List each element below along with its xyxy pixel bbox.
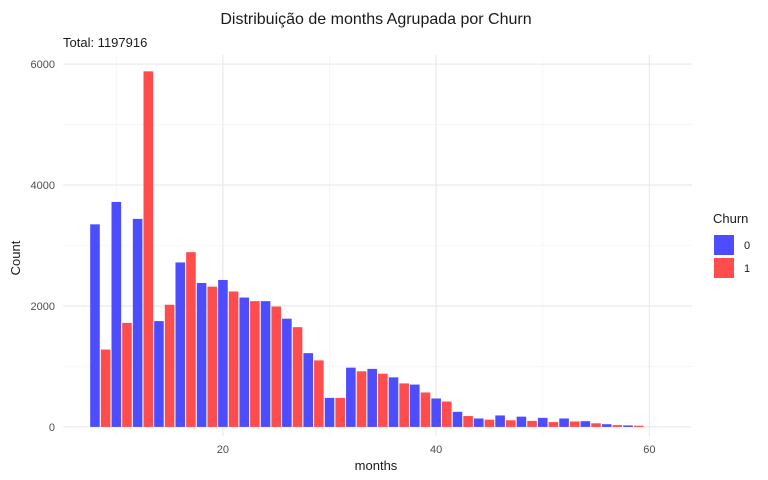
bar-churn-1 xyxy=(271,306,282,427)
bar-churn-1 xyxy=(207,286,218,427)
bar-churn-0 xyxy=(132,218,143,427)
y-axis-title: Count xyxy=(8,240,23,275)
bar-churn-0 xyxy=(431,398,441,427)
bar-churn-1 xyxy=(143,71,154,427)
bar-churn-1 xyxy=(292,327,303,427)
bar-churn-0 xyxy=(516,416,527,427)
bar-churn-1 xyxy=(122,322,132,427)
bar-churn-1 xyxy=(378,373,388,427)
bar-churn-0 xyxy=(175,262,186,427)
bar-churn-1 xyxy=(164,304,175,427)
bar-churn-0 xyxy=(260,301,271,427)
chart-title: Distribuição de months Agrupada por Chur… xyxy=(220,11,531,28)
bar-churn-0 xyxy=(559,418,569,427)
bar-churn-1 xyxy=(356,371,367,427)
x-tick-label: 20 xyxy=(217,444,229,456)
bar-churn-1 xyxy=(399,383,409,427)
y-tick-label: 6000 xyxy=(31,59,55,71)
bar-churn-1 xyxy=(250,301,260,427)
bar-churn-1 xyxy=(441,401,452,427)
bar-churn-1 xyxy=(527,420,537,427)
bar-churn-0 xyxy=(367,368,377,427)
bar-churn-1 xyxy=(569,421,580,427)
bar-churn-1 xyxy=(335,397,345,427)
bar-churn-0 xyxy=(580,421,591,427)
bar-churn-1 xyxy=(186,252,196,427)
bar-churn-0 xyxy=(239,297,250,427)
legend-swatch-0 xyxy=(714,235,734,255)
bar-churn-0 xyxy=(218,279,228,427)
bar-churn-0 xyxy=(410,384,420,427)
bar-churn-0 xyxy=(537,417,548,427)
bar-churn-1 xyxy=(548,422,559,427)
bar-churn-0 xyxy=(90,224,100,427)
bar-churn-0 xyxy=(346,367,356,427)
bar-churn-0 xyxy=(282,318,292,427)
bar-churn-1 xyxy=(633,425,644,427)
legend-swatch-1 xyxy=(714,258,734,278)
y-tick-label: 2000 xyxy=(31,301,55,313)
bar-churn-1 xyxy=(314,360,324,427)
bar-churn-0 xyxy=(495,415,505,427)
chart-subtitle: Total: 1197916 xyxy=(63,35,147,50)
bar-churn-1 xyxy=(591,423,601,427)
y-tick-label: 0 xyxy=(49,422,55,434)
legend-label-0: 0 xyxy=(744,240,750,252)
y-tick-label: 4000 xyxy=(31,180,55,192)
x-tick-label: 60 xyxy=(643,444,655,456)
bar-churn-0 xyxy=(601,424,612,427)
y-ticks: 0 2000 4000 6000 xyxy=(31,59,55,434)
bar-churn-0 xyxy=(623,425,633,427)
bar-churn-1 xyxy=(463,416,473,427)
bar-churn-0 xyxy=(324,397,335,427)
bar-churn-0 xyxy=(303,353,314,427)
x-ticks: 20 40 60 xyxy=(217,444,656,456)
legend: Churn 0 1 xyxy=(713,211,750,278)
bar-churn-1 xyxy=(484,419,495,427)
plot-bars xyxy=(90,71,644,427)
bar-churn-0 xyxy=(473,418,484,427)
bar-churn-1 xyxy=(505,420,516,427)
bar-churn-1 xyxy=(100,349,111,427)
bar-churn-0 xyxy=(388,377,399,427)
bar-churn-0 xyxy=(154,321,164,427)
bar-churn-0 xyxy=(111,201,122,427)
bar-churn-1 xyxy=(420,392,431,427)
legend-title: Churn xyxy=(713,211,748,226)
x-axis-title: months xyxy=(355,458,398,473)
x-tick-label: 40 xyxy=(430,444,442,456)
bar-churn-0 xyxy=(196,282,207,427)
bar-churn-1 xyxy=(228,291,239,427)
bar-churn-0 xyxy=(452,411,463,427)
legend-label-1: 1 xyxy=(744,263,750,275)
bar-churn-1 xyxy=(612,425,623,427)
